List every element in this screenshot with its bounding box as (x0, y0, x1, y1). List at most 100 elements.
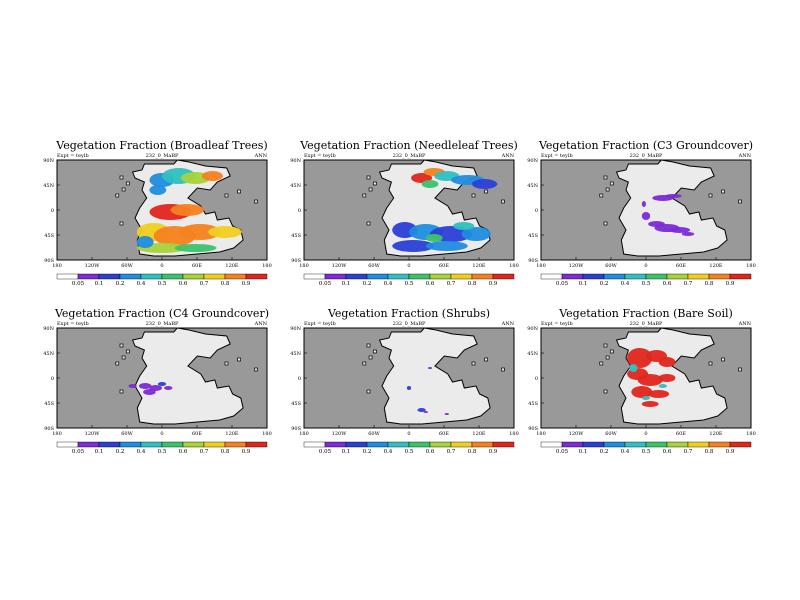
colorbar-swatch (224, 273, 247, 280)
map-island (125, 181, 130, 186)
colorbar-swatch (450, 441, 473, 448)
colorbar-swatch (324, 441, 347, 448)
map-island (119, 221, 124, 226)
y-tick-label: 45N (290, 351, 301, 357)
map-island (366, 343, 371, 348)
y-tick-label: 45S (291, 401, 301, 407)
y-tick-label: 45S (44, 401, 54, 407)
colorbar-label: 0.5 (642, 449, 651, 455)
colorbar-swatch (161, 273, 184, 280)
y-tick-label: 0 (51, 208, 54, 214)
colorbar-swatch (366, 273, 389, 280)
colorbar-swatch (429, 441, 452, 448)
map-field-patch (453, 222, 475, 230)
map-field-patch (392, 240, 435, 252)
colorbar-label: 0.8 (221, 449, 230, 455)
x-tick-label: 120E (709, 263, 723, 269)
map-island (237, 357, 241, 362)
colorbar-label: 0.1 (95, 281, 104, 287)
y-tick-label: 90S (44, 258, 54, 264)
colorbar-swatch (687, 273, 710, 280)
x-tick-label: 60E (676, 431, 686, 437)
colorbar-label: 0.9 (242, 449, 251, 455)
colorbar-label: 0.6 (179, 281, 188, 287)
panel-expt-label: Expt = teylb (541, 153, 573, 159)
colorbar-swatch (203, 441, 226, 448)
map-field-patch (170, 204, 204, 216)
map-island (121, 187, 126, 192)
map-field-patch (201, 171, 223, 181)
map-island (605, 355, 610, 360)
x-tick-label: 180 (299, 263, 309, 269)
colorbar-label: 0.05 (556, 281, 569, 287)
colorbar-label: 0.1 (579, 449, 588, 455)
colorbar-label: 0.5 (405, 281, 414, 287)
x-tick-label: 60E (192, 431, 202, 437)
colorbar-swatch (98, 441, 121, 448)
colorbar-swatch (582, 441, 605, 448)
colorbar-label: 0.6 (426, 449, 435, 455)
map-island (721, 357, 725, 362)
y-tick-label: 45N (43, 351, 54, 357)
map-island (115, 193, 120, 198)
colorbar-label: 0.7 (447, 281, 456, 287)
colorbar-swatch (408, 273, 431, 280)
colorbar-label: 0.9 (242, 281, 251, 287)
map-island (366, 221, 371, 226)
colorbar-label: 0.9 (726, 449, 735, 455)
y-tick-label: 45N (290, 183, 301, 189)
map-island (121, 355, 126, 360)
colorbar-swatch (245, 273, 268, 280)
map-field-patch (417, 408, 426, 412)
map-island (471, 193, 476, 198)
map-island (609, 349, 614, 354)
y-tick-label: 0 (535, 208, 538, 214)
map-field-patch (208, 226, 242, 238)
map-island (501, 367, 505, 372)
x-tick-label: 180 (536, 431, 546, 437)
map-field-patch (681, 232, 695, 236)
colorbar-swatch (161, 441, 184, 448)
colorbar-swatch (540, 273, 563, 280)
colorbar-swatch (645, 273, 668, 280)
colorbar-label: 0.2 (363, 281, 372, 287)
x-tick-label: 180 (262, 263, 272, 269)
map-land (131, 328, 244, 425)
colorbar-swatch (56, 441, 79, 448)
colorbar-label: 0.8 (468, 281, 477, 287)
colorbar-swatch (119, 273, 142, 280)
map-island (372, 349, 377, 354)
x-tick-label: 0 (407, 431, 410, 437)
x-tick-label: 0 (160, 263, 163, 269)
map-island (599, 193, 604, 198)
colorbar-swatch (182, 441, 205, 448)
colorbar-label: 0.8 (705, 449, 714, 455)
colorbar-label: 0.6 (663, 449, 672, 455)
x-tick-label: 60W (121, 263, 133, 269)
colorbar-swatch (561, 273, 584, 280)
map-content (599, 160, 742, 257)
map-island (237, 189, 241, 194)
panel-run-label: 232_0_MaBP (630, 321, 663, 327)
panel-title: Vegetation Fraction (C4 Groundcover) (54, 307, 269, 320)
colorbar-swatch (77, 441, 100, 448)
map-island (254, 367, 258, 372)
panel-5: Vegetation Fraction (Shrubs)Expt = teylb… (290, 307, 519, 455)
x-tick-label: 120E (472, 263, 486, 269)
map-content (362, 160, 505, 257)
panel-title: Vegetation Fraction (Broadleaf Trees) (55, 139, 267, 152)
map-island (362, 193, 367, 198)
x-tick-label: 180 (746, 431, 756, 437)
map-island (708, 193, 713, 198)
colorbar-label: 0.7 (200, 281, 209, 287)
y-tick-label: 90N (43, 326, 54, 332)
map-field-patch (658, 374, 676, 382)
y-tick-label: 45S (44, 233, 54, 239)
colorbar-label: 0.7 (684, 449, 693, 455)
y-tick-label: 45N (43, 183, 54, 189)
colorbar-label: 0.9 (726, 281, 735, 287)
map-island (366, 175, 371, 180)
colorbar-label: 0.1 (95, 449, 104, 455)
map-field-patch (472, 179, 498, 189)
panel-run-label: 232_0_MaBP (630, 153, 663, 159)
